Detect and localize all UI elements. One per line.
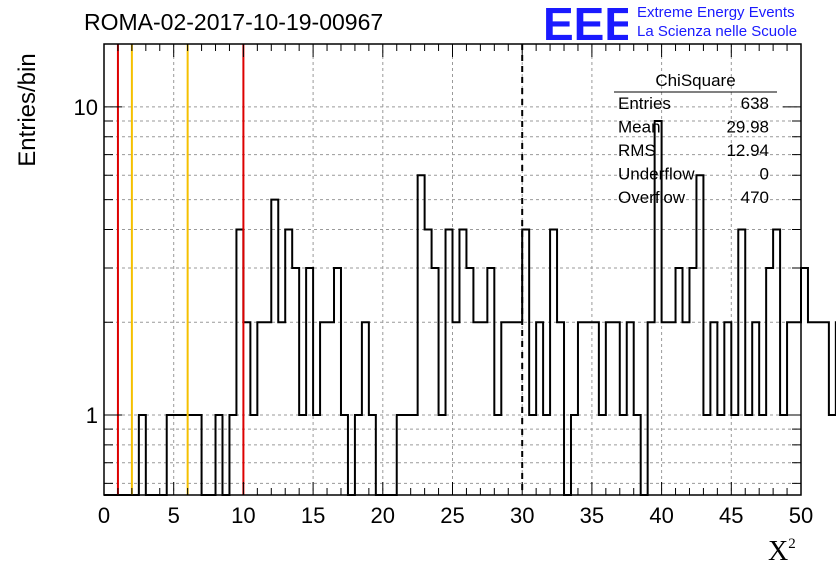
histogram — [104, 119, 836, 496]
y-axis-label: Entries/bin — [14, 53, 41, 167]
eee-logo: EEE — [543, 2, 628, 44]
logo-letters: EEE — [543, 2, 628, 44]
axes: 0 5 10 15 20 25 30 35 40 45 50 1 10 — [74, 43, 813, 528]
chart-title: ROMA-02-2017-10-19-00967 — [84, 9, 384, 35]
stats-row-value: 470 — [741, 188, 769, 207]
stats-title: ChiSquare — [655, 71, 735, 90]
x-tick-label: 40 — [649, 503, 673, 528]
vertical-markers — [116, 44, 524, 495]
stats-row-label: Overflow — [618, 188, 686, 207]
stats-row-label: RMS — [618, 141, 656, 160]
y-tick-label: 10 — [74, 95, 98, 120]
x-tick-label: 30 — [510, 503, 534, 528]
stats-row-value: 29.98 — [726, 118, 769, 137]
x-tick-label: 10 — [231, 503, 255, 528]
stats-box: ChiSquare Entries 638 Mean 29.98 RMS 12.94 Unde… — [614, 71, 777, 207]
x-tick-label: 0 — [98, 503, 110, 528]
x-tick-label: 15 — [301, 503, 325, 528]
histogram-outline — [104, 119, 836, 496]
stats-row-label: Underflow — [618, 165, 695, 184]
logo-line-1: Extreme Energy Events — [637, 4, 795, 21]
x-tick-label: 5 — [168, 503, 180, 528]
stats-row-label: Entries — [618, 94, 671, 113]
x-axis-label-sup: 2 — [788, 536, 796, 552]
x-tick-label: 25 — [440, 503, 464, 528]
logo-line-2: La Scienza nelle Scuole — [637, 23, 798, 40]
stats-row-label: Mean — [618, 118, 661, 137]
x-tick-label: 45 — [719, 503, 743, 528]
x-axis-label: X2 — [768, 536, 796, 568]
y-tick-label: 1 — [86, 403, 98, 428]
x-tick-label: 20 — [371, 503, 395, 528]
stats-row-value: 638 — [741, 94, 769, 113]
stats-row-value: 12.94 — [726, 141, 769, 160]
x-tick-label: 50 — [789, 503, 813, 528]
stats-row-value: 0 — [760, 165, 769, 184]
x-tick-label: 35 — [580, 503, 604, 528]
x-axis-label-base: X — [768, 536, 789, 567]
